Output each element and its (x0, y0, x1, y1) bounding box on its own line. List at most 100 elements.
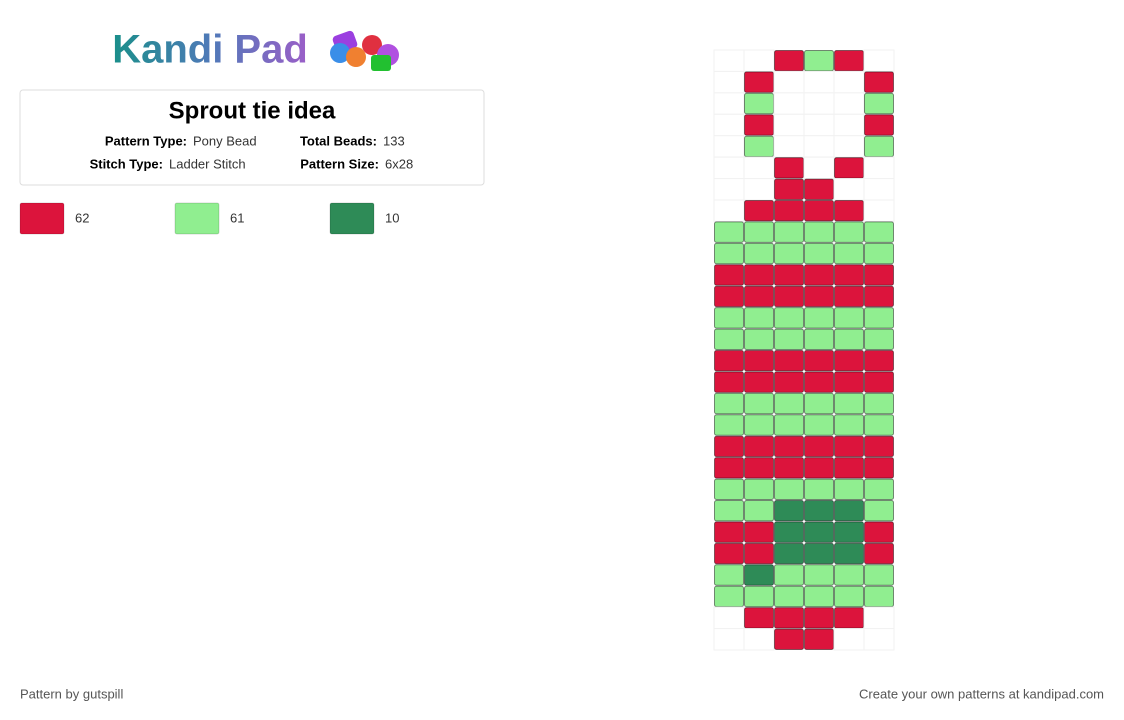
bead (714, 350, 744, 372)
bead (804, 178, 834, 200)
bead (864, 371, 894, 393)
empty-cell (863, 628, 895, 651)
empty-cell (713, 156, 745, 180)
logo-beads (330, 30, 399, 71)
empty-cell (713, 92, 745, 115)
info-card (19, 89, 485, 186)
bead (834, 50, 864, 72)
bead (804, 478, 834, 501)
bead (714, 414, 744, 436)
bead (744, 435, 774, 458)
bead (744, 135, 774, 158)
info-value: Pony Bead (193, 133, 257, 148)
bead (834, 521, 864, 543)
bead (864, 457, 894, 479)
bead (864, 221, 894, 243)
bead (864, 542, 894, 565)
bead (804, 328, 834, 351)
empty-cell (833, 628, 865, 651)
bead (774, 500, 804, 522)
bead (804, 542, 834, 565)
bead (744, 371, 774, 393)
bead (804, 371, 834, 393)
bead (774, 628, 804, 650)
bead (714, 371, 744, 393)
bead (774, 242, 804, 265)
bead (804, 521, 834, 543)
color-swatch (329, 202, 375, 235)
bead (834, 307, 864, 329)
bead (864, 71, 894, 93)
empty-cell (833, 135, 865, 158)
bead (864, 307, 894, 329)
bead (834, 264, 864, 286)
bead (774, 414, 804, 436)
empty-cell (713, 199, 745, 222)
bead (774, 221, 804, 243)
info-value: 133 (383, 133, 405, 148)
bead (744, 71, 774, 93)
bead (744, 521, 774, 543)
bead-count: 61 (230, 210, 244, 225)
bead (744, 585, 774, 608)
empty-cell (863, 199, 895, 222)
bead (744, 564, 774, 586)
bead (804, 200, 834, 222)
empty-cell (863, 49, 895, 72)
bead (714, 392, 744, 415)
info-label: Pattern Type: (105, 133, 187, 148)
empty-cell (773, 92, 805, 115)
bead (744, 114, 774, 136)
empty-cell (803, 135, 835, 158)
info-value: 6x28 (385, 156, 413, 171)
bead (714, 564, 744, 586)
bead (774, 435, 804, 458)
bead (834, 392, 864, 415)
bead (774, 285, 804, 308)
bead-count: 62 (75, 210, 89, 225)
empty-cell (833, 113, 865, 137)
bead (744, 478, 774, 501)
bead (834, 242, 864, 265)
bead (834, 221, 864, 243)
bead (714, 478, 744, 501)
empty-cell (863, 606, 895, 630)
empty-cell (713, 606, 745, 630)
bead (804, 392, 834, 415)
empty-cell (803, 113, 835, 137)
bead (714, 521, 744, 543)
bead (744, 242, 774, 265)
empty-cell (803, 156, 835, 180)
bead (714, 285, 744, 308)
bead (864, 478, 894, 501)
bead (834, 500, 864, 522)
bead (864, 92, 894, 115)
bead (744, 457, 774, 479)
bead (834, 457, 864, 479)
bead (804, 221, 834, 243)
bead (714, 585, 744, 608)
bead (834, 285, 864, 308)
bead (804, 500, 834, 522)
logo[interactable]: Kandi Pad (112, 28, 308, 72)
bead (864, 264, 894, 286)
bead (834, 564, 864, 586)
bead (804, 628, 834, 650)
bead (744, 285, 774, 308)
bead (744, 92, 774, 115)
bead (744, 221, 774, 243)
bead (804, 307, 834, 329)
bead (744, 328, 774, 351)
bead (864, 435, 894, 458)
bead (864, 135, 894, 158)
empty-cell (833, 178, 865, 201)
footer-link[interactable]: Create your own patterns at kandipad.com (859, 686, 1104, 701)
bead (834, 607, 864, 629)
bead (744, 414, 774, 436)
empty-cell (713, 178, 745, 201)
bead (774, 350, 804, 372)
bead (834, 371, 864, 393)
bead (804, 414, 834, 436)
empty-cell (773, 113, 805, 137)
bead (864, 242, 894, 265)
